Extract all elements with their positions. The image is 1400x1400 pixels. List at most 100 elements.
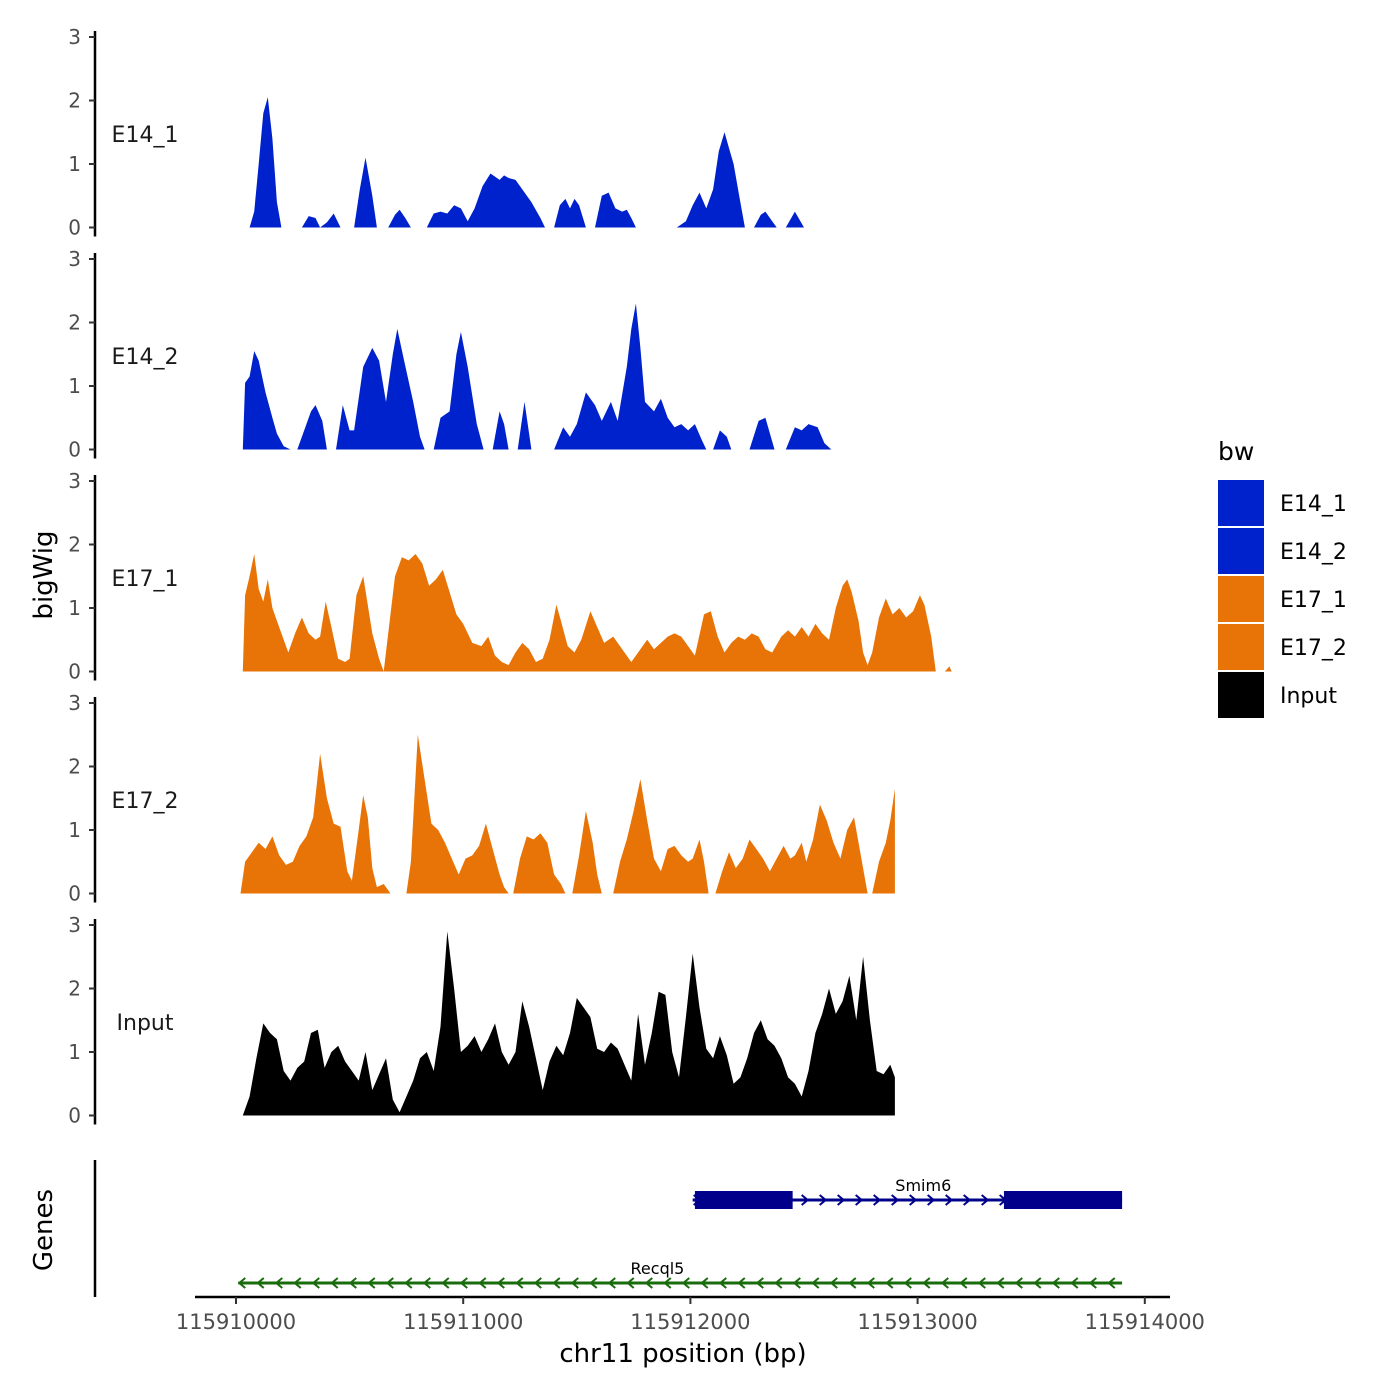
strand-arrow: [885, 1277, 894, 1289]
exon-block: [694, 1191, 793, 1209]
strand-arrow: [700, 1277, 709, 1289]
signal-area: [715, 804, 868, 894]
x-axis: 115910000 115911000 115912000 115913000 1159…: [176, 1295, 1205, 1334]
signal-area: [426, 173, 545, 228]
legend-label: E14_2: [1280, 540, 1347, 565]
strand-arrow: [940, 1277, 949, 1289]
x-tick-label: 115912000: [630, 1310, 750, 1334]
signal-area: [754, 211, 777, 228]
signal-area: [242, 931, 895, 1116]
signal-area: [383, 554, 936, 672]
y-tick-label: 0: [68, 1104, 81, 1128]
y-tick-label: 3: [68, 247, 81, 271]
strand-arrow: [837, 1194, 846, 1206]
track-panel-e17-1: 0 1 2 3 E17_1: [68, 469, 952, 684]
signal-area: [517, 401, 532, 450]
signal-area: [433, 332, 484, 450]
genes-axis-title: Genes: [29, 1189, 59, 1271]
strand-arrow: [977, 1277, 986, 1289]
strand-arrow: [256, 1277, 265, 1289]
y-tick-label: 2: [68, 977, 81, 1001]
strand-arrow: [367, 1277, 376, 1289]
legend-label: Input: [1280, 684, 1337, 709]
strand-arrow: [945, 1194, 954, 1206]
y-tick-label: 3: [68, 469, 81, 493]
strand-arrow: [311, 1277, 320, 1289]
legend-swatch: [1218, 624, 1264, 670]
strand-arrow: [663, 1277, 672, 1289]
signal-area: [676, 132, 745, 228]
signal-area: [320, 213, 341, 228]
strand-arrow: [718, 1277, 727, 1289]
legend-label: E17_1: [1280, 588, 1347, 613]
strand-arrow: [1051, 1277, 1060, 1289]
signal-area: [242, 554, 384, 672]
strand-arrow: [478, 1277, 487, 1289]
y-tick-label: 2: [68, 89, 81, 113]
signal-area: [301, 216, 321, 228]
y-axis-title: bigWig: [29, 530, 59, 619]
strand-arrow: [1070, 1277, 1079, 1289]
strand-arrow: [385, 1277, 394, 1289]
strand-arrow: [1107, 1277, 1116, 1289]
signal-area: [492, 411, 509, 450]
signal-area: [749, 417, 775, 450]
signal-area: [513, 833, 566, 894]
y-tick-label: 1: [68, 374, 81, 398]
strand-arrow: [496, 1277, 505, 1289]
track-label: E14_2: [112, 345, 179, 370]
signal-area: [242, 351, 291, 450]
strand-arrow: [644, 1277, 653, 1289]
signal-area: [595, 192, 636, 228]
y-tick-label: 0: [68, 438, 81, 462]
strand-arrow: [274, 1277, 283, 1289]
legend-swatch: [1218, 528, 1264, 574]
signal-area: [406, 734, 509, 894]
strand-arrow: [873, 1194, 882, 1206]
strand-arrow: [589, 1277, 598, 1289]
strand-arrow: [811, 1277, 820, 1289]
signal-area: [572, 811, 602, 894]
exon-block: [1003, 1191, 1123, 1209]
strand-arrow: [293, 1277, 302, 1289]
signal-area: [872, 788, 895, 894]
track-panel-e14-1: 0 1 2 3 E14_1: [68, 25, 804, 240]
signal-area: [240, 753, 391, 894]
gene-smim6: Smim6: [692, 1176, 1123, 1209]
strand-arrow: [922, 1277, 931, 1289]
strand-arrow: [848, 1277, 857, 1289]
x-tick-label: 115911000: [403, 1310, 523, 1334]
track-label: E17_2: [112, 789, 179, 814]
strand-arrow: [1088, 1277, 1097, 1289]
strand-arrow: [963, 1194, 972, 1206]
strand-arrow: [981, 1194, 990, 1206]
y-tick-label: 0: [68, 660, 81, 684]
strand-arrow: [801, 1194, 810, 1206]
gene-label: Recql5: [631, 1259, 685, 1278]
legend-swatch: [1218, 672, 1264, 718]
y-tick-label: 0: [68, 882, 81, 906]
strand-arrow: [515, 1277, 524, 1289]
genes-panel: Smim6 Recql5: [93, 1160, 1123, 1297]
strand-arrow: [829, 1277, 838, 1289]
y-tick-label: 1: [68, 1040, 81, 1064]
strand-arrow: [903, 1277, 912, 1289]
signal-area: [354, 157, 377, 228]
track-label: Input: [117, 1011, 174, 1036]
signal-area: [554, 303, 707, 450]
strand-arrow: [459, 1277, 468, 1289]
track-panel-input: 0 1 2 3 Input: [68, 913, 895, 1128]
strand-arrow: [855, 1194, 864, 1206]
strand-arrow: [1014, 1277, 1023, 1289]
y-tick-label: 1: [68, 152, 81, 176]
strand-arrow: [237, 1277, 246, 1289]
gene-recql5: Recql5: [237, 1259, 1123, 1289]
strand-arrow: [755, 1277, 764, 1289]
strand-arrow: [607, 1277, 616, 1289]
legend-title: bw: [1218, 437, 1254, 466]
signal-area: [944, 666, 952, 672]
track-label: E14_1: [112, 123, 179, 148]
track-panel-e17-2: 0 1 2 3 E17_2: [68, 691, 895, 906]
gene-label: Smim6: [895, 1176, 951, 1195]
strand-arrow: [866, 1277, 875, 1289]
